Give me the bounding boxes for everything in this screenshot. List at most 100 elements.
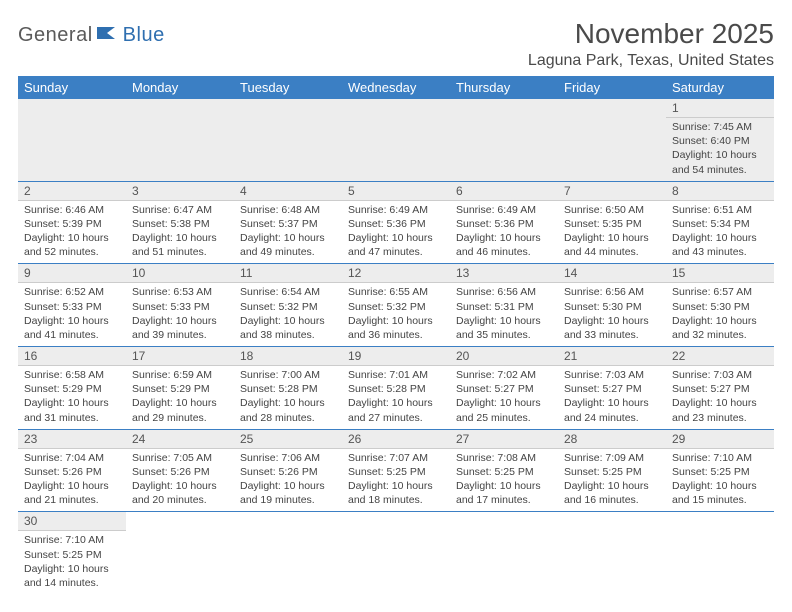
day-number: 7 bbox=[558, 182, 666, 201]
day-number: 6 bbox=[450, 182, 558, 201]
day-cell: 11 Sunrise: 6:54 AMSunset: 5:32 PMDayligh… bbox=[234, 264, 342, 346]
empty-cell bbox=[126, 99, 234, 181]
weekday-header: Sunday bbox=[18, 76, 126, 99]
empty-cell bbox=[18, 99, 126, 181]
day-number: 25 bbox=[234, 430, 342, 449]
day-number: 15 bbox=[666, 264, 774, 283]
day-info: Sunrise: 7:03 AMSunset: 5:27 PMDaylight:… bbox=[564, 368, 660, 425]
day-info: Sunrise: 6:57 AMSunset: 5:30 PMDaylight:… bbox=[672, 285, 768, 342]
day-cell: 13 Sunrise: 6:56 AMSunset: 5:31 PMDayligh… bbox=[450, 264, 558, 346]
day-info: Sunrise: 7:09 AMSunset: 5:25 PMDaylight:… bbox=[564, 451, 660, 508]
day-info: Sunrise: 6:58 AMSunset: 5:29 PMDaylight:… bbox=[24, 368, 120, 425]
day-cell: 14 Sunrise: 6:56 AMSunset: 5:30 PMDayligh… bbox=[558, 264, 666, 346]
empty-cell bbox=[234, 512, 342, 594]
day-number: 12 bbox=[342, 264, 450, 283]
calendar-grid: SundayMondayTuesdayWednesdayThursdayFrid… bbox=[18, 76, 774, 594]
day-number: 16 bbox=[18, 347, 126, 366]
day-cell: 20Sunrise: 7:02 AMSunset: 5:27 PMDayligh… bbox=[450, 347, 558, 429]
week-row: 23 Sunrise: 7:04 AMSunset: 5:26 PMDayligh… bbox=[18, 430, 774, 513]
day-number: 21 bbox=[558, 347, 666, 366]
day-info: Sunrise: 7:07 AMSunset: 5:25 PMDaylight:… bbox=[348, 451, 444, 508]
title-block: November 2025 Laguna Park, Texas, United… bbox=[528, 18, 774, 70]
day-info: Sunrise: 7:04 AMSunset: 5:26 PMDaylight:… bbox=[24, 451, 120, 508]
month-title: November 2025 bbox=[528, 18, 774, 50]
day-number: 26 bbox=[342, 430, 450, 449]
empty-cell bbox=[558, 99, 666, 181]
day-cell: 22 Sunrise: 7:03 AMSunset: 5:27 PMDayligh… bbox=[666, 347, 774, 429]
location: Laguna Park, Texas, United States bbox=[528, 52, 774, 70]
day-number: 2 bbox=[18, 182, 126, 201]
day-number: 17 bbox=[126, 347, 234, 366]
day-info: Sunrise: 6:51 AMSunset: 5:34 PMDaylight:… bbox=[672, 203, 768, 260]
day-info: Sunrise: 6:48 AMSunset: 5:37 PMDaylight:… bbox=[240, 203, 336, 260]
day-number: 5 bbox=[342, 182, 450, 201]
day-cell: 12 Sunrise: 6:55 AMSunset: 5:32 PMDayligh… bbox=[342, 264, 450, 346]
day-number: 11 bbox=[234, 264, 342, 283]
day-cell: 3 Sunrise: 6:47 AMSunset: 5:38 PMDaylight… bbox=[126, 182, 234, 264]
day-cell: 8 Sunrise: 6:51 AMSunset: 5:34 PMDaylight… bbox=[666, 182, 774, 264]
weekday-header: Tuesday bbox=[234, 76, 342, 99]
day-cell: 2 Sunrise: 6:46 AMSunset: 5:39 PMDaylight… bbox=[18, 182, 126, 264]
day-cell: 25 Sunrise: 7:06 AMSunset: 5:26 PMDayligh… bbox=[234, 430, 342, 512]
day-info: Sunrise: 6:52 AMSunset: 5:33 PMDaylight:… bbox=[24, 285, 120, 342]
week-row: 9 Sunrise: 6:52 AMSunset: 5:33 PMDaylight… bbox=[18, 264, 774, 347]
day-number: 9 bbox=[18, 264, 126, 283]
empty-cell bbox=[342, 99, 450, 181]
day-cell: 15 Sunrise: 6:57 AMSunset: 5:30 PMDayligh… bbox=[666, 264, 774, 346]
day-cell: 17 Sunrise: 6:59 AMSunset: 5:29 PMDayligh… bbox=[126, 347, 234, 429]
day-info: Sunrise: 7:02 AMSunset: 5:27 PMDaylight:… bbox=[456, 368, 552, 425]
day-info: Sunrise: 6:49 AMSunset: 5:36 PMDaylight:… bbox=[456, 203, 552, 260]
day-number: 13 bbox=[450, 264, 558, 283]
day-cell: 1Sunrise: 7:45 AMSunset: 6:40 PMDaylight… bbox=[666, 99, 774, 181]
calendar-page: General Blue November 2025 Laguna Park, … bbox=[0, 0, 792, 594]
day-info: Sunrise: 7:05 AMSunset: 5:26 PMDaylight:… bbox=[132, 451, 228, 508]
day-number: 14 bbox=[558, 264, 666, 283]
day-number: 19 bbox=[342, 347, 450, 366]
logo: General Blue bbox=[18, 18, 165, 47]
day-number: 3 bbox=[126, 182, 234, 201]
day-info: Sunrise: 7:10 AMSunset: 5:25 PMDaylight:… bbox=[672, 451, 768, 508]
weekday-header-row: SundayMondayTuesdayWednesdayThursdayFrid… bbox=[18, 76, 774, 99]
weekday-header: Thursday bbox=[450, 76, 558, 99]
day-info: Sunrise: 7:08 AMSunset: 5:25 PMDaylight:… bbox=[456, 451, 552, 508]
day-cell: 6 Sunrise: 6:49 AMSunset: 5:36 PMDaylight… bbox=[450, 182, 558, 264]
day-info: Sunrise: 6:55 AMSunset: 5:32 PMDaylight:… bbox=[348, 285, 444, 342]
day-info: Sunrise: 7:10 AMSunset: 5:25 PMDaylight:… bbox=[24, 533, 120, 590]
day-info: Sunrise: 6:53 AMSunset: 5:33 PMDaylight:… bbox=[132, 285, 228, 342]
day-cell: 24Sunrise: 7:05 AMSunset: 5:26 PMDayligh… bbox=[126, 430, 234, 512]
day-info: Sunrise: 7:03 AMSunset: 5:27 PMDaylight:… bbox=[672, 368, 768, 425]
day-number: 8 bbox=[666, 182, 774, 201]
logo-text-general: General bbox=[18, 24, 93, 47]
empty-cell bbox=[450, 99, 558, 181]
empty-cell bbox=[450, 512, 558, 594]
day-info: Sunrise: 6:56 AMSunset: 5:31 PMDaylight:… bbox=[456, 285, 552, 342]
day-cell: 27 Sunrise: 7:08 AMSunset: 5:25 PMDayligh… bbox=[450, 430, 558, 512]
day-cell: 18Sunrise: 7:00 AMSunset: 5:28 PMDayligh… bbox=[234, 347, 342, 429]
header: General Blue November 2025 Laguna Park, … bbox=[18, 18, 774, 70]
day-number: 23 bbox=[18, 430, 126, 449]
day-info: Sunrise: 6:50 AMSunset: 5:35 PMDaylight:… bbox=[564, 203, 660, 260]
day-number: 22 bbox=[666, 347, 774, 366]
day-info: Sunrise: 6:56 AMSunset: 5:30 PMDaylight:… bbox=[564, 285, 660, 342]
week-row: 30Sunrise: 7:10 AMSunset: 5:25 PMDayligh… bbox=[18, 512, 774, 594]
weekday-header: Monday bbox=[126, 76, 234, 99]
day-info: Sunrise: 6:54 AMSunset: 5:32 PMDaylight:… bbox=[240, 285, 336, 342]
week-row: 1Sunrise: 7:45 AMSunset: 6:40 PMDaylight… bbox=[18, 99, 774, 182]
day-cell: 4Sunrise: 6:48 AMSunset: 5:37 PMDaylight… bbox=[234, 182, 342, 264]
weeks-container: 1Sunrise: 7:45 AMSunset: 6:40 PMDaylight… bbox=[18, 99, 774, 594]
day-cell: 19Sunrise: 7:01 AMSunset: 5:28 PMDayligh… bbox=[342, 347, 450, 429]
day-number: 27 bbox=[450, 430, 558, 449]
empty-cell bbox=[126, 512, 234, 594]
day-info: Sunrise: 7:06 AMSunset: 5:26 PMDaylight:… bbox=[240, 451, 336, 508]
day-cell: 16 Sunrise: 6:58 AMSunset: 5:29 PMDayligh… bbox=[18, 347, 126, 429]
week-row: 16 Sunrise: 6:58 AMSunset: 5:29 PMDayligh… bbox=[18, 347, 774, 430]
day-info: Sunrise: 6:47 AMSunset: 5:38 PMDaylight:… bbox=[132, 203, 228, 260]
day-info: Sunrise: 6:59 AMSunset: 5:29 PMDaylight:… bbox=[132, 368, 228, 425]
day-cell: 23 Sunrise: 7:04 AMSunset: 5:26 PMDayligh… bbox=[18, 430, 126, 512]
day-number: 28 bbox=[558, 430, 666, 449]
day-number: 29 bbox=[666, 430, 774, 449]
day-info: Sunrise: 6:46 AMSunset: 5:39 PMDaylight:… bbox=[24, 203, 120, 260]
day-number: 1 bbox=[666, 99, 774, 118]
day-cell: 29 Sunrise: 7:10 AMSunset: 5:25 PMDayligh… bbox=[666, 430, 774, 512]
week-row: 2 Sunrise: 6:46 AMSunset: 5:39 PMDaylight… bbox=[18, 182, 774, 265]
